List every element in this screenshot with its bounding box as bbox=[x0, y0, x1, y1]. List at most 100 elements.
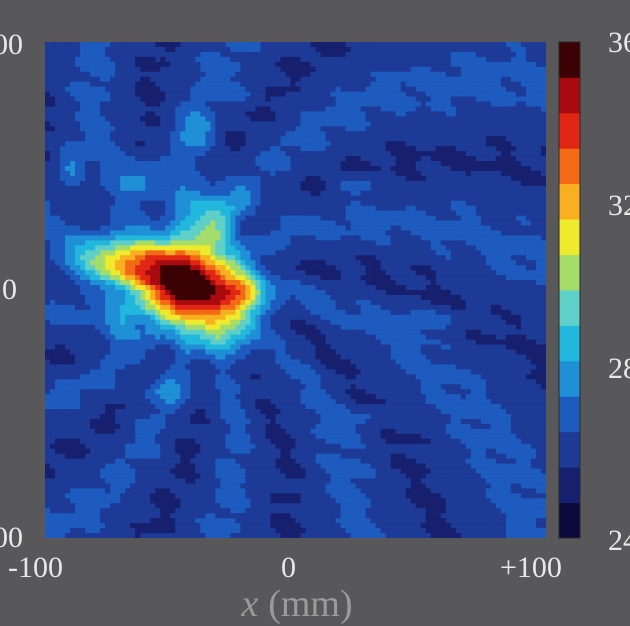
heatmap-cell bbox=[316, 97, 321, 102]
heatmap-cell bbox=[506, 82, 511, 87]
heatmap-cell bbox=[531, 62, 536, 67]
heatmap-cell bbox=[326, 52, 331, 57]
heatmap-cell bbox=[225, 270, 230, 275]
heatmap-cell bbox=[371, 87, 376, 92]
heatmap-cell bbox=[110, 52, 115, 57]
heatmap-cell bbox=[195, 121, 200, 126]
heatmap-cell bbox=[205, 57, 210, 62]
heatmap-cell bbox=[220, 111, 225, 116]
heatmap-cell bbox=[421, 52, 426, 57]
heatmap-cell bbox=[426, 121, 431, 126]
heatmap-cell bbox=[306, 196, 311, 201]
heatmap-cell bbox=[496, 92, 501, 97]
heatmap-cell bbox=[95, 230, 100, 235]
heatmap-cell bbox=[260, 156, 265, 161]
heatmap-cell bbox=[250, 92, 255, 97]
heatmap-cell bbox=[65, 285, 70, 290]
heatmap-cell bbox=[336, 221, 341, 226]
heatmap-cell bbox=[120, 285, 125, 290]
heatmap-cell bbox=[466, 151, 471, 156]
heatmap-cell bbox=[190, 216, 195, 221]
heatmap-cell bbox=[366, 250, 371, 255]
heatmap-cell bbox=[396, 87, 401, 92]
heatmap-cell bbox=[100, 102, 105, 107]
heatmap-cell bbox=[135, 226, 140, 231]
heatmap-cell bbox=[220, 151, 225, 156]
heatmap-cell bbox=[496, 116, 501, 121]
heatmap-cell bbox=[476, 97, 481, 102]
heatmap-cell bbox=[155, 151, 160, 156]
heatmap-cell bbox=[531, 201, 536, 206]
heatmap-cell bbox=[446, 186, 451, 191]
heatmap-cell bbox=[120, 230, 125, 235]
heatmap-cell bbox=[331, 106, 336, 111]
heatmap-cell bbox=[70, 102, 75, 107]
heatmap-cell bbox=[331, 92, 336, 97]
heatmap-cell bbox=[255, 216, 260, 221]
heatmap-cell bbox=[341, 206, 346, 211]
heatmap-cell bbox=[290, 102, 295, 107]
heatmap-cell bbox=[75, 171, 80, 176]
heatmap-cell bbox=[301, 161, 306, 166]
heatmap-cell bbox=[491, 181, 496, 186]
heatmap-cell bbox=[411, 126, 416, 131]
heatmap-cell bbox=[386, 226, 391, 231]
heatmap-cell bbox=[260, 126, 265, 131]
heatmap-cell bbox=[200, 87, 205, 92]
heatmap-cell bbox=[225, 171, 230, 176]
heatmap-cell bbox=[501, 92, 506, 97]
heatmap-cell bbox=[421, 72, 426, 77]
heatmap-cell bbox=[150, 151, 155, 156]
heatmap-cell bbox=[301, 57, 306, 62]
heatmap-cell bbox=[521, 166, 526, 171]
heatmap-cell bbox=[371, 47, 376, 52]
heatmap-cell bbox=[70, 196, 75, 201]
heatmap-cell bbox=[336, 57, 341, 62]
heatmap-cell bbox=[290, 52, 295, 57]
heatmap-cell bbox=[526, 221, 531, 226]
heatmap-cell bbox=[371, 146, 376, 151]
heatmap-cell bbox=[75, 245, 80, 250]
heatmap-cell bbox=[466, 111, 471, 116]
heatmap-cell bbox=[45, 201, 50, 206]
heatmap-cell bbox=[496, 196, 501, 201]
heatmap-cell bbox=[240, 280, 245, 285]
heatmap-cell bbox=[356, 171, 361, 176]
heatmap-cell bbox=[190, 62, 195, 67]
heatmap-cell bbox=[190, 166, 195, 171]
heatmap-cell bbox=[521, 206, 526, 211]
heatmap-cell bbox=[240, 221, 245, 226]
heatmap-cell bbox=[155, 82, 160, 87]
heatmap-cell bbox=[160, 221, 165, 226]
heatmap-cell bbox=[95, 62, 100, 67]
heatmap-cell bbox=[501, 57, 506, 62]
heatmap-cell bbox=[491, 255, 496, 260]
heatmap-cell bbox=[115, 275, 120, 280]
heatmap-cell bbox=[361, 121, 366, 126]
heatmap-cell bbox=[125, 245, 130, 250]
heatmap-cell bbox=[446, 280, 451, 285]
heatmap-cell bbox=[210, 131, 215, 136]
heatmap-cell bbox=[145, 77, 150, 82]
heatmap-cell bbox=[296, 240, 301, 245]
heatmap-cell bbox=[260, 146, 265, 151]
heatmap-cell bbox=[411, 121, 416, 126]
heatmap-cell bbox=[336, 151, 341, 156]
heatmap-cell bbox=[356, 47, 361, 52]
heatmap-cell bbox=[225, 161, 230, 166]
heatmap-cell bbox=[215, 52, 220, 57]
heatmap-cell bbox=[265, 285, 270, 290]
heatmap-cell bbox=[466, 275, 471, 280]
heatmap-cell bbox=[356, 87, 361, 92]
heatmap-cell bbox=[436, 67, 441, 72]
heatmap-cell bbox=[436, 171, 441, 176]
heatmap-cell bbox=[391, 216, 396, 221]
heatmap-cell bbox=[260, 141, 265, 146]
heatmap-cell bbox=[356, 186, 361, 191]
heatmap-cell bbox=[155, 191, 160, 196]
heatmap-cell bbox=[516, 146, 521, 151]
heatmap-cell bbox=[311, 151, 316, 156]
heatmap-cell bbox=[145, 255, 150, 260]
heatmap-cell bbox=[250, 161, 255, 166]
heatmap-cell bbox=[50, 206, 55, 211]
